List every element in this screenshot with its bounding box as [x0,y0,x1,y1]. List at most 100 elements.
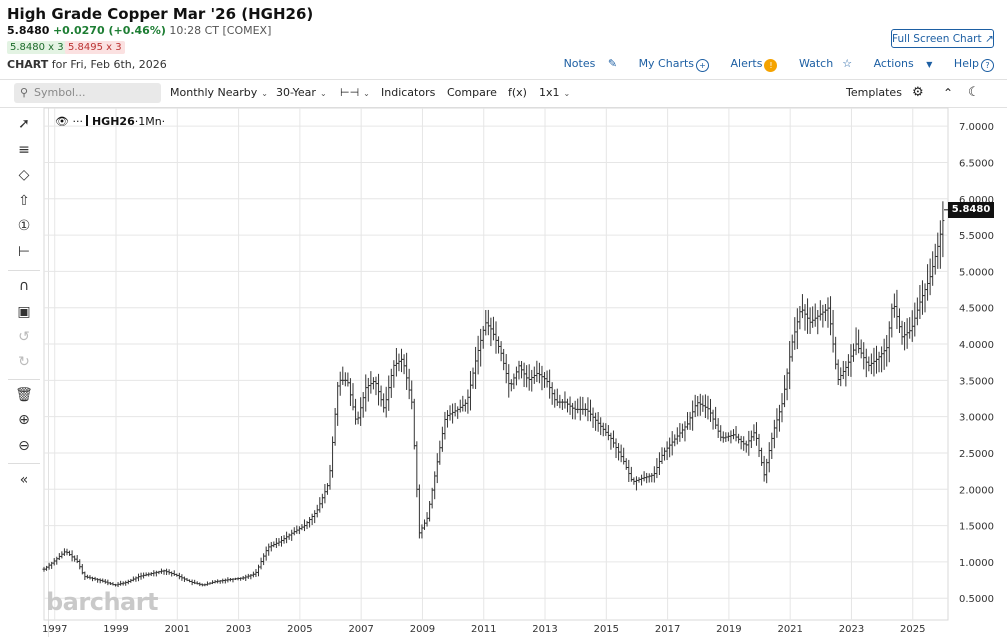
dark-mode-moon-icon[interactable]: ☾ [968,85,980,100]
redo-icon[interactable]: ↻ [18,354,30,370]
x-tick-label: 1999 [103,624,128,635]
layout-dropdown[interactable]: 1x1 ⌄ [539,80,570,107]
ohlc-bar [346,372,350,387]
ohlc-bar [374,376,378,396]
notes-link[interactable]: Notes ✎ [555,57,618,70]
zoom-in-icon[interactable]: ⊕ [18,412,30,428]
help-label: Help [953,57,979,70]
ohlc-bar [282,535,286,544]
y-tick-label: 4.5000 [959,304,994,315]
ohlc-bar [300,524,304,531]
actions-menu[interactable]: Actions ▼ [865,57,933,70]
ohlc-bar [928,258,932,296]
ohlc-bar [410,380,414,410]
fibonacci-icon[interactable]: ≡ [18,142,30,158]
ohlc-bar [872,347,876,377]
ohlc-bar [900,320,904,345]
ohlc-bar [264,546,268,561]
chart-toolbar: ⚲ Symbol... Monthly Nearby ⌄ 30-Year ⌄ ⊢⊣ ⌄… [0,79,1007,108]
ohlc-bar [941,201,945,258]
ohlc-bar [798,305,802,330]
more-dots-icon[interactable]: ··· [72,115,83,128]
magnet-icon[interactable]: ∩ [18,278,30,294]
ohlc-bar [336,381,340,426]
annotation-number-icon[interactable]: ① [17,218,31,234]
settings-gear-icon[interactable]: ⚙ [912,85,924,100]
compare-button[interactable]: Compare [447,86,497,99]
legend-color-swatch [86,115,89,126]
symbol-search-input[interactable]: ⚲ Symbol... [14,83,161,103]
period-dropdown[interactable]: Monthly Nearby ⌄ [170,80,268,107]
full-screen-chart-button[interactable]: Full Screen Chart ↗ [891,29,994,48]
ohlc-bar [124,580,128,586]
chart-legend[interactable]: 👁 ··· HGH26·1Mn· [55,115,165,128]
trash-icon[interactable]: 🗑 [15,387,33,403]
period-label: Monthly Nearby [170,86,258,99]
lock-icon[interactable]: ▣ [17,304,31,320]
ohlc-bar [836,359,840,386]
ohlc-bar [389,368,393,398]
shape-icon[interactable]: ◇ [18,167,30,183]
ohlc-bar [213,579,217,584]
ohlc-bar [754,422,758,446]
chevron-down-icon: ⌄ [563,89,571,98]
range-dropdown[interactable]: 30-Year ⌄ [276,80,327,107]
ohlc-bar [42,566,46,572]
trend-line-icon[interactable]: ➚ [18,116,30,132]
chevron-down-icon: ⌄ [261,89,268,98]
ohlc-bar [57,553,61,561]
ohlc-bar [645,472,649,484]
ohlc-bar [486,309,490,336]
y-tick-label: 5.5000 [959,231,994,242]
undo-icon[interactable]: ↺ [18,329,30,345]
ohlc-bar [563,391,567,409]
ohlc-bar [277,538,281,547]
ohlc-bar [476,335,480,375]
alerts-link[interactable]: Alerts! [722,57,778,72]
collapse-sidebar-icon[interactable]: « [19,472,29,488]
ohlc-bar [665,441,669,461]
bar-type-dropdown[interactable]: ⊢⊣ ⌄ [340,80,370,107]
y-tick-label: 7.0000 [959,122,994,133]
ohlc-bar [688,411,692,430]
ask-badge: 5.8495 x 3 [65,41,125,54]
ohlc-bar [338,371,342,396]
watch-link[interactable]: Watch ☆ [790,57,852,70]
watch-label: Watch [798,57,834,70]
fx-button[interactable]: f(x) [508,86,527,99]
ohlc-bar [190,579,194,586]
zoom-out-icon[interactable]: ⊖ [18,438,30,454]
ohlc-bar [139,572,143,580]
ohlc-bar [520,361,524,379]
ohlc-bar [249,574,253,580]
ohlc-bar [772,419,776,449]
collapse-icon[interactable]: ⌃ [943,86,954,100]
ohlc-bar [849,344,853,377]
measure-icon[interactable]: ⊢ [17,244,31,260]
ohlc-bar [285,531,289,544]
ohlc-bar [343,372,347,387]
indicators-button[interactable]: Indicators [381,86,436,99]
ohlc-bar [108,581,112,585]
ohlc-bar [808,307,812,334]
ohlc-bar [371,377,375,390]
my-charts-link[interactable]: My Charts + [630,57,710,72]
ohlc-bar [634,476,638,491]
ohlc-bar [609,432,613,450]
eye-icon[interactable]: 👁 [55,115,69,128]
ohlc-bar [696,396,700,417]
templates-button[interactable]: Templates [846,86,902,99]
help-link[interactable]: Help? [945,57,994,72]
ohlc-bar [351,383,355,411]
arrow-up-icon[interactable]: ⇧ [18,193,30,209]
ohlc-bar [760,447,764,466]
ohlc-bar [604,423,608,436]
ohlc-bar [73,555,77,562]
ohlc-bar [785,368,789,401]
ohlc-bar [60,551,64,559]
ohlc-bar [400,348,404,373]
ohlc-bar [624,458,628,470]
chart-label: CHART [7,58,49,71]
ohlc-bar [377,373,381,406]
